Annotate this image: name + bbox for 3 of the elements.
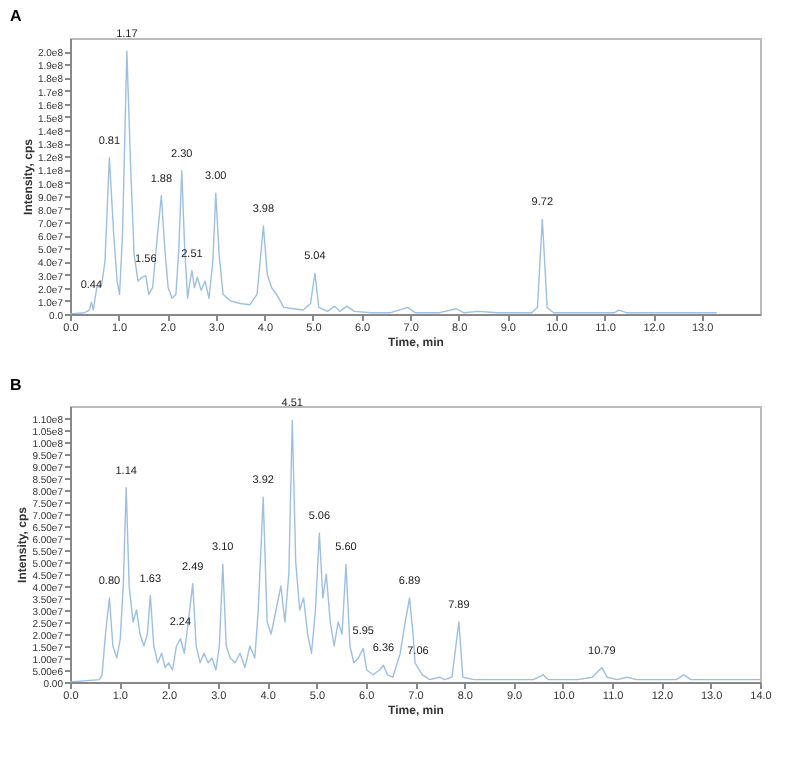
- chart-title: A: [10, 7, 22, 26]
- line-series: [70, 50, 717, 314]
- chart-title: B: [10, 376, 22, 395]
